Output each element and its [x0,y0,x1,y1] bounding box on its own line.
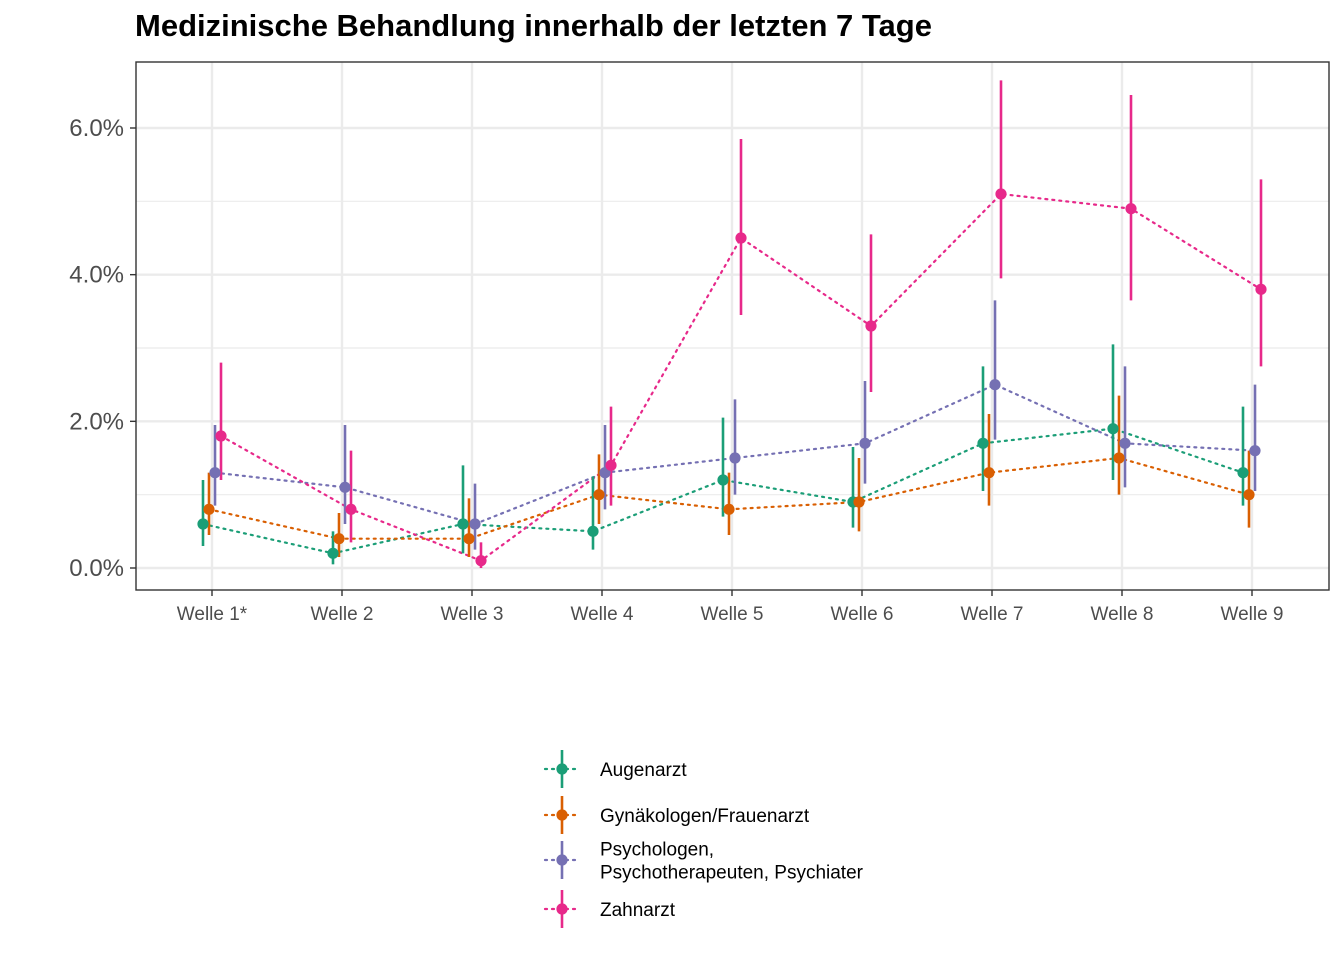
data-point [1243,489,1255,501]
data-point [1125,203,1137,215]
data-point [333,533,345,545]
data-point [859,437,871,449]
y-tick-label: 2.0% [69,408,124,435]
legend-label: Gynäkologen/Frauenarzt [600,806,810,827]
x-tick-label: Welle 4 [570,604,633,625]
y-tick-label: 6.0% [69,115,124,142]
data-point [327,547,339,559]
x-tick-label: Welle 8 [1090,604,1153,625]
legend-label: Augenarzt [600,760,687,781]
series-line [219,192,1263,562]
series-points [197,188,1267,567]
data-point [977,437,989,449]
chart-title: Medizinische Behandlung innerhalb der le… [135,8,932,43]
data-point [1119,437,1131,449]
data-point [1255,283,1267,295]
data-point [215,430,227,442]
error-bars [201,80,1263,568]
data-point [209,467,221,479]
data-point [983,467,995,479]
data-point [203,503,215,515]
data-point [469,518,481,530]
data-point [717,474,729,486]
data-point [197,518,209,530]
data-point [1249,445,1261,457]
x-tick-label: Welle 6 [830,604,893,625]
data-point [1107,423,1119,435]
data-point [593,489,605,501]
legend-key-point [556,809,568,821]
data-point [339,481,351,493]
data-point [989,379,1001,391]
data-point [853,496,865,508]
data-point [457,518,469,530]
series-line [213,383,1257,526]
data-point [735,232,747,244]
data-point [729,452,741,464]
data-point [995,188,1007,200]
data-point [723,503,735,515]
series-line [201,427,1245,555]
axes: 0.0% 2.0% 4.0% 6.0% Welle 1* Welle 2 Welle 3 We… [69,61,1330,625]
legend-label: Psychologen, Psychotherapeuten, Psychiate… [600,840,864,884]
x-tick-label: Welle 9 [1220,604,1283,625]
x-tick-label: Welle 2 [310,604,373,625]
x-tick-label: Welle 7 [960,604,1023,625]
legend-key-point [556,854,568,866]
x-tick-label: Welle 5 [700,604,763,625]
data-point [1237,467,1249,479]
legend-key-point [556,903,568,915]
data-point [1113,452,1125,464]
y-tick-label: 4.0% [69,262,124,289]
x-tick-label: Welle 1* [177,604,248,625]
legend-key-point [556,763,568,775]
legend: Augenarzt Gynäkologen/Frauenarzt Psycholog… [543,750,864,928]
data-point [587,525,599,537]
legend-label: Zahnarzt [600,900,676,921]
data-point [865,320,877,332]
y-tick-label: 0.0% [69,555,124,582]
data-point [463,533,475,545]
x-tick-label: Welle 3 [440,604,503,625]
data-point [345,503,357,515]
data-point [475,555,487,567]
data-point [605,459,617,471]
